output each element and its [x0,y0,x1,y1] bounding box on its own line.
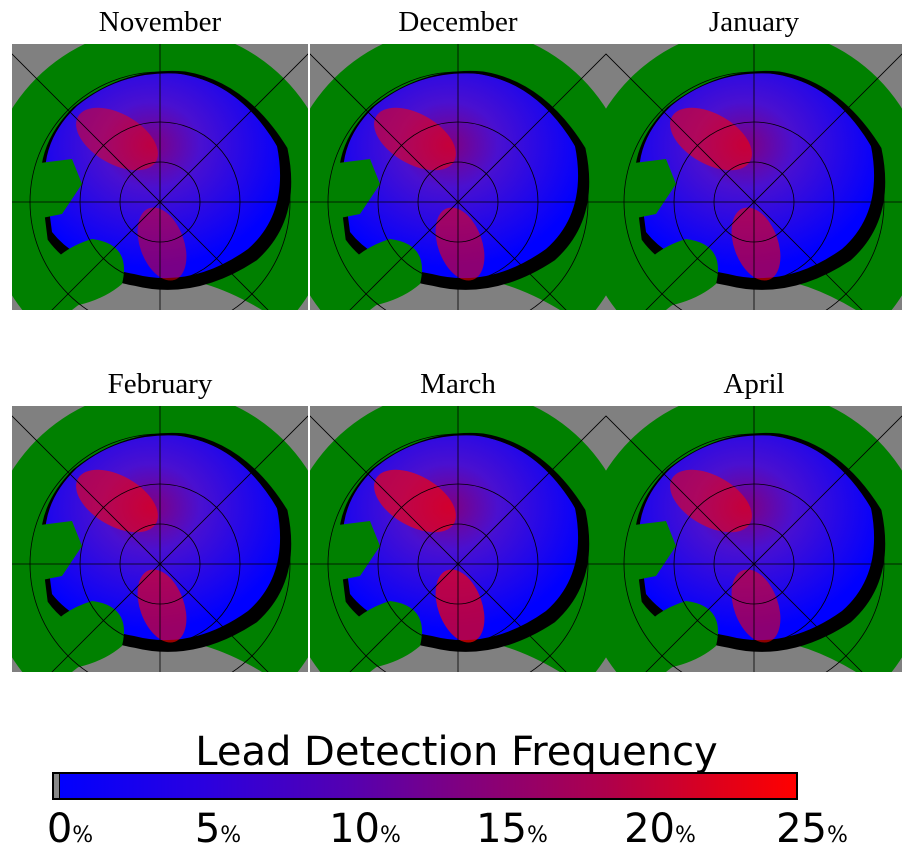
tick-label-10: 10% [329,806,401,852]
canadian-archipelago [330,159,380,219]
lead-zone-beaufort [374,469,456,533]
meridian-line [349,53,606,310]
panel-title: January [708,6,800,38]
colorbar-title: Lead Detection Frequency [195,729,718,775]
meridian-line [51,53,308,310]
tick-unit: % [72,823,94,848]
canadian-archipelago [330,521,380,581]
tick-unit: % [220,823,242,848]
panel-january: January [606,0,902,310]
colorbar [52,772,798,800]
panel-title: November [98,6,222,38]
panel-march: March [310,362,606,672]
tick-value: 0 [46,806,73,852]
lead-zone-fram [137,569,187,643]
tick-value: 20 [624,806,675,852]
lead-zone-beaufort [670,107,752,171]
arctic-map-svg [606,44,902,310]
panel-title: December [398,6,518,38]
meridian-line [349,415,606,672]
canadian-archipelago [626,159,676,219]
canadian-archipelago [32,159,82,219]
panel-april: April [606,362,902,672]
arctic-map-svg [12,406,308,672]
panel-november: November [12,0,308,310]
arctic-map [12,406,308,672]
greenland [626,601,718,672]
tick-unit: % [827,823,848,848]
lead-zone-fram [731,207,781,281]
tick-value: 10 [329,806,380,852]
tick-value: 15 [476,806,527,852]
tick-value: 5 [194,806,221,852]
arctic-map-svg [310,44,606,310]
arctic-map [12,44,308,310]
arctic-map [310,44,606,310]
panel-title: April [723,368,785,400]
lead-zone-beaufort [374,107,456,171]
tick-unit: % [380,823,401,848]
lead-zone-fram [435,569,485,643]
tick-unit: % [675,823,696,848]
tick-label-20: 20% [624,806,696,852]
tick-label-15: 15% [476,806,548,852]
panel-december: December [310,0,606,310]
arctic-map [606,406,902,672]
greenland [330,239,422,310]
lead-zone-fram [731,569,781,643]
lead-zone-fram [137,207,187,281]
lead-zone-beaufort [670,469,752,533]
lead-zone-beaufort [76,107,158,171]
greenland [32,239,124,310]
tick-label-25: 25% [776,806,848,852]
lead-zone-fram [435,207,485,281]
arctic-map-svg [310,406,606,672]
canadian-archipelago [626,521,676,581]
meridian-line [645,53,902,310]
tick-label-0: 0% [47,806,93,852]
colorbar-under-swatch [54,774,60,798]
canadian-archipelago [32,521,82,581]
panel-title: February [107,368,213,400]
tick-value: 25 [776,806,827,852]
greenland [330,601,422,672]
greenland [626,239,718,310]
tick-unit: % [527,823,548,848]
meridian-line [51,415,308,672]
panel-title: March [420,368,496,400]
arctic-map [606,44,902,310]
meridian-line [645,415,902,672]
tick-label-5: 5% [195,806,241,852]
arctic-map [310,406,606,672]
lead-zone-beaufort [76,469,158,533]
panel-february: February [12,362,308,672]
sea-ice [45,73,281,279]
arctic-map-svg [12,44,308,310]
greenland [32,601,124,672]
arctic-map-svg [606,406,902,672]
